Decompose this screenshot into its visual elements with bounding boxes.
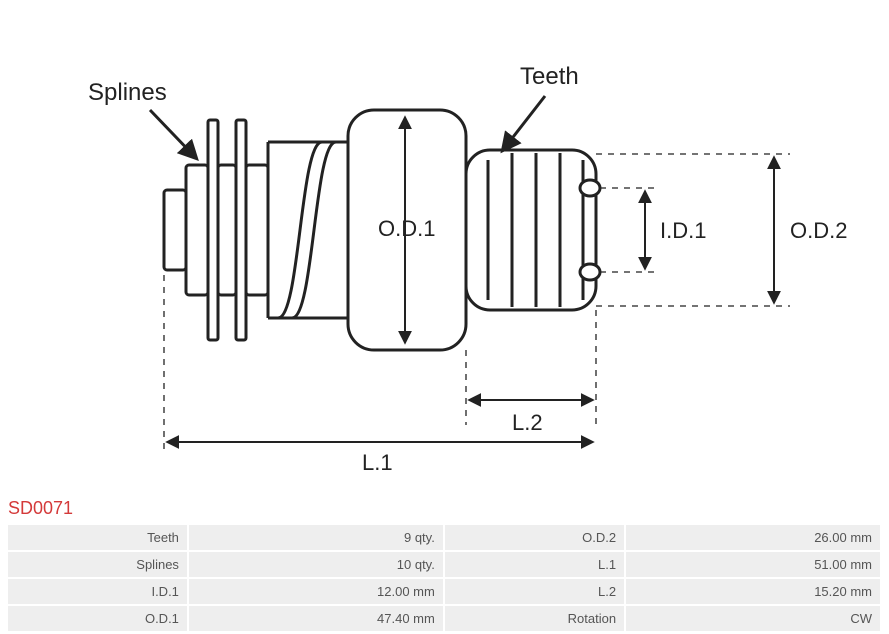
spec-label: Teeth	[8, 525, 187, 550]
spec-value: 51.00 mm	[626, 552, 880, 577]
table-row: Splines 10 qty. L.1 51.00 mm	[8, 552, 880, 577]
spec-value: CW	[626, 606, 880, 631]
spec-value: 9 qty.	[189, 525, 443, 550]
spec-value: 15.20 mm	[626, 579, 880, 604]
table-row: Teeth 9 qty. O.D.2 26.00 mm	[8, 525, 880, 550]
table-row: I.D.1 12.00 mm L.2 15.20 mm	[8, 579, 880, 604]
spec-label: Splines	[8, 552, 187, 577]
label-splines: Splines	[88, 79, 167, 106]
spec-label: Rotation	[445, 606, 624, 631]
diagram-area: Splines Teeth O.D.1 I.D.1 O.D.2 L.2 L.1	[0, 0, 889, 500]
product-code: SD0071	[8, 498, 73, 519]
spec-label: L.1	[445, 552, 624, 577]
label-l1: L.1	[362, 450, 393, 475]
spec-value: 12.00 mm	[189, 579, 443, 604]
spec-label: O.D.1	[8, 606, 187, 631]
spec-label: I.D.1	[8, 579, 187, 604]
spec-label: L.2	[445, 579, 624, 604]
spec-value: 10 qty.	[189, 552, 443, 577]
spec-table: Teeth 9 qty. O.D.2 26.00 mm Splines 10 q…	[6, 523, 882, 633]
spec-value: 47.40 mm	[189, 606, 443, 631]
label-od1: O.D.1	[378, 216, 435, 241]
label-l2: L.2	[512, 410, 543, 435]
label-od2: O.D.2	[790, 218, 847, 243]
mechanical-diagram: Splines Teeth O.D.1 I.D.1 O.D.2 L.2 L.1	[0, 0, 889, 500]
spec-value: 26.00 mm	[626, 525, 880, 550]
label-teeth: Teeth	[520, 63, 579, 90]
label-id1: I.D.1	[660, 218, 706, 243]
spec-label: O.D.2	[445, 525, 624, 550]
table-row: O.D.1 47.40 mm Rotation CW	[8, 606, 880, 631]
